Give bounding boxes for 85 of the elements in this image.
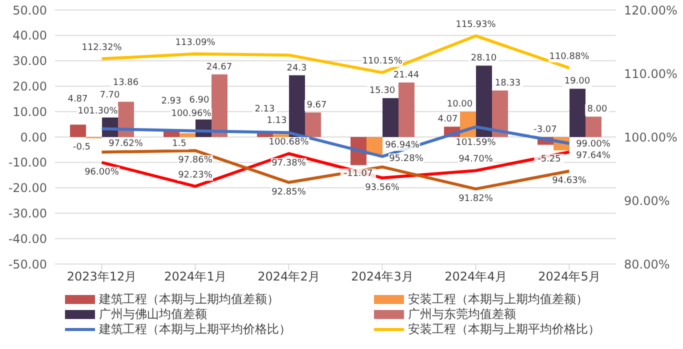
data-label: 19.00	[564, 76, 590, 87]
data-label: 100.96%	[171, 108, 212, 119]
data-label: 101.30%	[78, 106, 118, 117]
data-label: 4.87	[68, 94, 88, 105]
data-label: 96.00%	[84, 167, 120, 178]
bar	[586, 116, 602, 137]
y-tick-label: 10.00	[12, 104, 47, 119]
data-label: 13.86	[112, 78, 139, 88]
y2-tick-label: 80.00%	[624, 257, 670, 272]
legend-label: 建筑工程（本期与上期平均价格比）	[99, 322, 291, 337]
data-label: 113.09%	[175, 38, 216, 48]
bar	[398, 82, 414, 137]
data-label: 91.82%	[458, 194, 494, 204]
legend-label: 广州与东莞均值差额	[408, 307, 516, 322]
y-tick-label: 0.00	[20, 130, 47, 144]
data-label: 10.00	[446, 100, 473, 110]
data-label: 1.5	[172, 139, 186, 150]
x-tick-label: 2023年12月	[66, 270, 137, 284]
y-tick-label: -50.00	[8, 257, 47, 272]
data-label: 4.07	[438, 114, 458, 125]
y-tick-label: -20.00	[8, 181, 47, 196]
data-label: 110.15%	[362, 56, 403, 67]
y-tick-label: 40.00	[12, 28, 47, 43]
bar	[70, 124, 86, 137]
data-label: 28.10	[470, 54, 497, 64]
data-label: 15.30	[369, 86, 396, 96]
data-label: 110.88%	[549, 52, 590, 62]
data-label: -5.25	[538, 154, 561, 164]
bar	[492, 90, 508, 137]
y-tick-label: -30.00	[8, 206, 47, 220]
data-label: 2.93	[161, 96, 182, 107]
data-label: 21.44	[393, 70, 420, 81]
bar	[570, 88, 586, 137]
data-label: 96.94%	[385, 140, 420, 150]
data-label: 94.70%	[458, 154, 494, 165]
data-label: 1.13	[266, 116, 287, 126]
bar	[305, 112, 321, 137]
data-label: 92.85%	[272, 187, 306, 198]
legend-label: 建筑工程（本期与上期均值差额）	[99, 292, 279, 307]
data-label: 9.67	[306, 100, 327, 110]
y-tick-label: 20.00	[12, 79, 47, 94]
x-tick-label: 2024年3月	[351, 270, 414, 284]
y2-tick-label: 120.00%	[624, 3, 678, 18]
data-label: -11.07	[344, 169, 373, 180]
data-label: 6.90	[189, 95, 210, 106]
bar	[476, 66, 492, 137]
legend-label: 安装工程（本期与上期平均价格比）	[408, 322, 600, 337]
data-label: 94.63%	[552, 176, 587, 186]
data-label: 112.32%	[82, 42, 122, 53]
y-tick-label: 30.00	[12, 54, 47, 68]
bar	[212, 74, 228, 137]
x-tick-label: 2024年1月	[164, 270, 226, 284]
data-label: 100.68%	[268, 138, 310, 148]
bar	[180, 133, 196, 137]
data-label: 8.00	[587, 104, 608, 115]
bar	[118, 102, 134, 137]
y2-tick-label: 110.00%	[624, 66, 678, 81]
data-label: 115.93%	[456, 20, 496, 30]
data-label: 99.00%	[576, 139, 611, 150]
data-label: 97.64%	[576, 150, 611, 161]
data-label: 24.67	[206, 62, 232, 72]
data-label: 97.62%	[108, 139, 144, 150]
y2-tick-label: 90.00%	[624, 194, 670, 208]
data-label: 93.56%	[365, 182, 400, 193]
legend-label: 安装工程（本期与上期均值差额）	[408, 292, 588, 307]
data-label: 7.70	[100, 90, 120, 100]
data-label: -0.5	[72, 142, 91, 152]
data-label: 18.33	[494, 78, 521, 88]
data-label: 24.3	[286, 63, 307, 74]
y-tick-label: -40.00	[8, 232, 47, 246]
legend-label: 广州与佛山均值差额	[99, 307, 207, 322]
data-label: 97.38%	[272, 158, 306, 169]
y-tick-label: -10.00	[8, 156, 47, 170]
bar	[382, 98, 398, 137]
data-label: 97.86%	[178, 156, 213, 166]
y-tick-label: 50.00	[12, 3, 47, 18]
data-label: 92.23%	[178, 170, 213, 180]
x-tick-label: 2024年5月	[538, 270, 600, 284]
data-label: -3.07	[534, 124, 557, 135]
y2-tick-label: 100.00%	[624, 130, 678, 144]
data-label: 2.13	[254, 104, 275, 115]
x-tick-label: 2024年4月	[444, 270, 507, 284]
x-tick-label: 2024年2月	[258, 270, 320, 284]
data-label: 101.59%	[456, 138, 496, 148]
data-label: 95.28%	[389, 154, 424, 164]
